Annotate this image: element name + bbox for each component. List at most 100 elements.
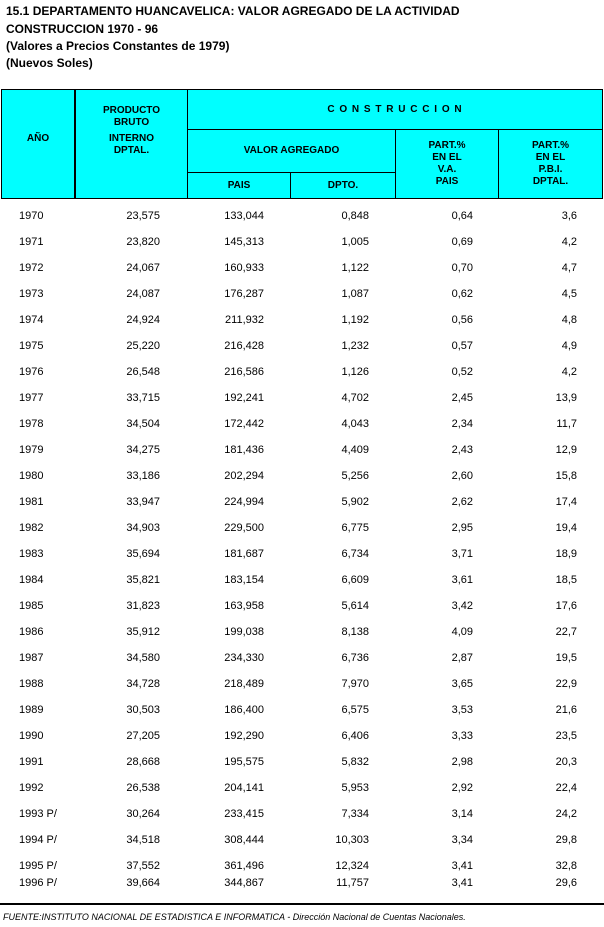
value-cell: 34,518 [126,834,160,846]
value-cell: 0,64 [451,210,473,222]
value-cell: 3,65 [451,678,473,690]
value-cell: 308,444 [224,834,264,846]
value-cell: 17,6 [555,600,577,612]
value-cell: 39,664 [126,877,160,889]
value-cell: 24,2 [555,808,577,820]
year-cell: 1990 [19,730,44,742]
value-cell: 3,61 [451,574,473,586]
year-cell: 1996 P/ [19,877,57,889]
value-cell: 229,500 [224,522,264,534]
value-cell: 218,489 [224,678,264,690]
value-cell: 0,848 [341,210,369,222]
value-cell: 4,8 [561,314,577,326]
value-cell: 172,442 [224,418,264,430]
value-cell: 2,45 [451,392,473,404]
value-cell: 22,9 [555,678,577,690]
year-cell: 1993 P/ [19,808,57,820]
value-cell: 4,09 [451,626,473,638]
value-cell: 3,41 [451,860,473,872]
year-cell: 1983 [19,548,44,560]
value-cell: 13,9 [555,392,577,404]
value-cell: 30,503 [126,704,160,716]
year-cell: 1979 [19,444,44,456]
year-cell: 1980 [19,470,44,482]
value-cell: 21,6 [555,704,577,716]
value-cell: 361,496 [224,860,264,872]
value-cell: 5,953 [341,782,369,794]
value-cell: 181,687 [224,548,264,560]
value-cell: 23,820 [126,236,160,248]
value-cell: 15,8 [555,470,577,482]
value-cell: 0,57 [451,340,473,352]
value-cell: 145,313 [224,236,264,248]
value-cell: 17,4 [555,496,577,508]
value-cell: 2,60 [451,470,473,482]
value-cell: 0,56 [451,314,473,326]
header-cell: VALOR AGREGADO [187,129,396,173]
header-text: PART.% [428,140,466,151]
value-cell: 23,5 [555,730,577,742]
value-cell: 6,575 [341,704,369,716]
value-cell: 19,4 [555,522,577,534]
year-cell: 1972 [19,262,44,274]
value-cell: 211,932 [225,314,264,326]
value-cell: 5,614 [341,600,369,612]
value-cell: 2,92 [451,782,473,794]
year-cell: 1970 [19,210,44,222]
value-cell: 2,95 [451,522,473,534]
value-cell: 0,70 [451,262,473,274]
value-cell: 186,400 [224,704,264,716]
value-cell: 216,428 [224,340,264,352]
header-text: PART.% [531,140,570,151]
value-cell: 163,958 [224,600,264,612]
value-cell: 26,538 [126,782,160,794]
value-cell: 33,947 [126,496,160,508]
header-text: EN EL [432,152,462,163]
value-cell: 12,9 [555,444,577,456]
value-cell: 33,715 [126,392,160,404]
header-text: INTERNO [109,133,154,144]
header-text: DPTAL. [532,176,569,187]
year-cell: 1976 [19,366,44,378]
header-text: PAIS [227,179,251,191]
value-cell: 18,5 [555,574,577,586]
value-cell: 1,087 [341,288,369,300]
year-cell: 1977 [19,392,44,404]
value-cell: 6,406 [341,730,369,742]
footer-source: FUENTE:INSTITUTO NACIONAL DE ESTADISTICA… [3,912,466,922]
year-cell: 1975 [19,340,44,352]
header-cell: PRODUCTO BRUTO INTERNO DPTAL. [75,89,188,199]
value-cell: 176,287 [224,288,264,300]
year-cell: 1989 [19,704,44,716]
year-cell: 1986 [19,626,44,638]
note: (Nuevos Soles) [6,56,93,70]
header-text: C O N S T R U C C I O N [327,103,463,115]
footer-rule [0,903,604,905]
value-cell: 6,736 [341,652,369,664]
value-cell: 1,122 [341,262,369,274]
value-cell: 2,62 [451,496,473,508]
value-cell: 33,186 [126,470,160,482]
value-cell: 22,4 [555,782,577,794]
value-cell: 2,34 [451,418,473,430]
year-cell: 1974 [19,314,44,326]
header-text: DPTAL. [113,145,150,156]
value-cell: 29,6 [555,877,577,889]
value-cell: 204,141 [224,782,264,794]
value-cell: 34,504 [126,418,160,430]
value-cell: 19,5 [555,652,577,664]
header-cell: C O N S T R U C C I O N [187,89,603,130]
value-cell: 3,71 [451,548,473,560]
value-cell: 3,14 [451,808,473,820]
value-cell: 3,33 [451,730,473,742]
year-cell: 1978 [19,418,44,430]
value-cell: 1,192 [341,314,369,326]
value-cell: 1,005 [341,236,369,248]
year-cell: 1992 [19,782,44,794]
value-cell: 4,2 [561,366,577,378]
value-cell: 216,586 [224,366,264,378]
year-cell: 1973 [19,288,44,300]
value-cell: 195,575 [224,756,264,768]
value-cell: 32,8 [555,860,577,872]
